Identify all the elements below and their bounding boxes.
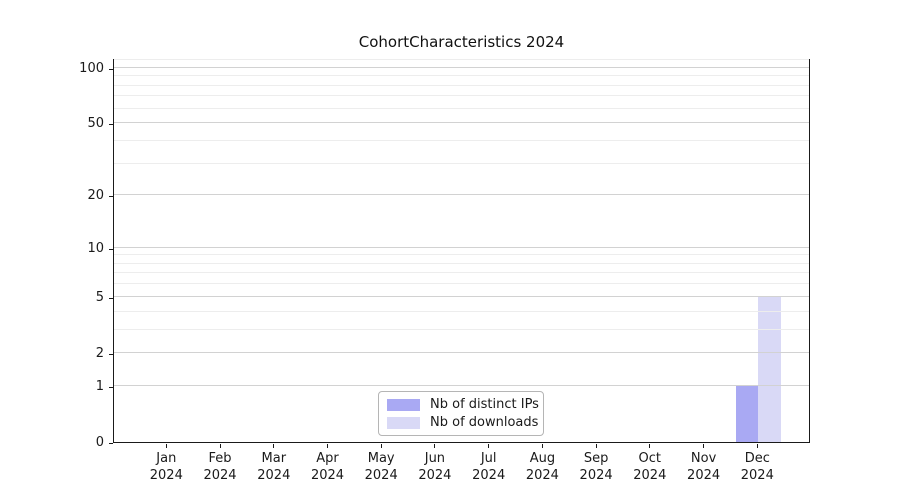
- y-tick-mark: [109, 124, 113, 126]
- chart-title: CohortCharacteristics 2024: [358, 33, 565, 51]
- x-tick-label: Jul 2024: [472, 451, 506, 483]
- y-tick-label: 1: [95, 378, 104, 394]
- y-tick-mark: [109, 443, 113, 444]
- legend-swatch: [387, 398, 420, 411]
- bar: [758, 296, 781, 442]
- gridline-major: [114, 246, 809, 248]
- x-tick-mark: [380, 444, 382, 448]
- y-tick-mark: [109, 297, 113, 299]
- y-tick-mark: [109, 196, 113, 198]
- x-tick-mark: [327, 444, 328, 448]
- gridline-major: [114, 66, 809, 68]
- gridline-minor: [114, 272, 809, 274]
- gridline-minor: [114, 84, 809, 86]
- x-tick-label: Mar 2024: [257, 451, 291, 483]
- gridline-major: [114, 384, 809, 386]
- y-tick-mark: [109, 386, 113, 388]
- x-tick-mark: [273, 444, 275, 448]
- gridline-minor: [114, 310, 809, 312]
- x-tick-label: Jan 2024: [149, 451, 183, 483]
- x-tick-mark: [165, 444, 167, 448]
- gridline-minor: [114, 95, 809, 97]
- gridline-minor: [114, 107, 809, 109]
- plot-area: [113, 59, 810, 443]
- x-tick-label: Nov 2024: [687, 451, 721, 483]
- gridline-minor: [114, 139, 809, 141]
- x-tick-mark: [488, 444, 490, 448]
- x-tick-mark: [649, 444, 651, 448]
- x-tick-label: Feb 2024: [203, 451, 237, 483]
- y-tick-label: 2: [95, 345, 104, 361]
- x-tick-label: Oct 2024: [633, 451, 667, 483]
- legend-item: Nb of downloads: [379, 415, 543, 430]
- x-tick-label: May 2024: [364, 451, 398, 483]
- legend-label: Nb of distinct IPs: [430, 397, 539, 412]
- gridline-minor: [114, 75, 809, 77]
- y-tick-mark: [109, 248, 113, 250]
- x-axis: Jan 2024 Feb 2024 Mar 2024 Apr 2024 May 2024 Jun 20…: [113, 444, 810, 494]
- gridline-major: [114, 194, 809, 196]
- x-tick-label: Apr 2024: [310, 451, 345, 483]
- gridline-minor: [114, 162, 809, 164]
- legend: Nb of distinct IPs Nb of downloads: [378, 391, 544, 436]
- gridline-minor: [114, 59, 809, 61]
- y-tick-label: 10: [87, 240, 104, 256]
- legend-label: Nb of downloads: [430, 415, 539, 430]
- gridline-minor: [114, 328, 809, 330]
- gridline-minor: [114, 254, 809, 256]
- y-tick-mark: [109, 68, 113, 70]
- x-tick-mark: [434, 444, 436, 448]
- x-tick-label: Jun 2024: [418, 451, 452, 483]
- x-tick-mark: [703, 444, 705, 448]
- legend-item: Nb of distinct IPs: [379, 397, 543, 412]
- legend-swatch: [387, 416, 420, 429]
- x-tick-mark: [219, 444, 221, 448]
- gridline-major: [114, 122, 809, 124]
- y-tick-mark: [109, 353, 113, 355]
- x-tick-mark: [595, 444, 597, 448]
- y-tick-label: 20: [87, 188, 104, 204]
- x-tick-mark: [541, 444, 543, 448]
- y-tick-label: 0: [95, 435, 104, 450]
- gridline-major: [114, 295, 809, 297]
- y-axis-labels: 0 1 2 5 10 20 50 100: [0, 59, 104, 450]
- bar: [736, 385, 759, 442]
- x-tick-mark: [756, 444, 758, 448]
- y-tick-label: 5: [95, 289, 104, 305]
- gridline-minor: [114, 283, 809, 285]
- gridline-minor: [114, 262, 809, 264]
- y-tick-label: 50: [87, 116, 104, 132]
- x-tick-label: Aug 2024: [525, 451, 559, 483]
- x-tick-label: Dec 2024: [740, 451, 774, 483]
- x-tick-label: Sep 2024: [579, 451, 613, 483]
- gridline-major: [114, 351, 809, 353]
- y-tick-label: 100: [79, 60, 104, 76]
